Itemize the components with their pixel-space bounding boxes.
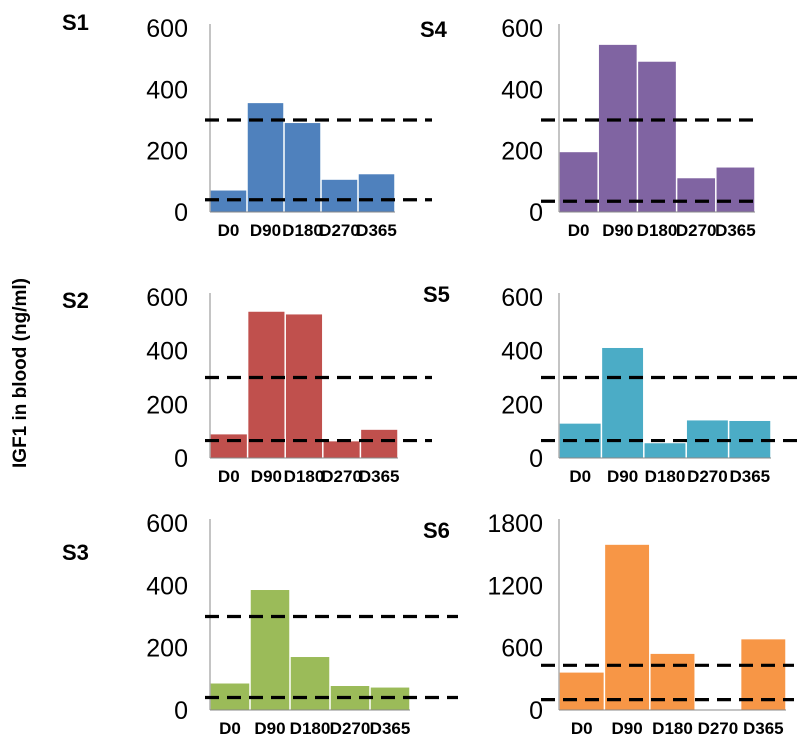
x-tick-label: D0	[218, 467, 240, 486]
x-tick-label: D180	[652, 719, 693, 738]
y-tick-label: 200	[146, 138, 188, 166]
x-tick-label: D90	[602, 221, 633, 240]
x-tick-label: D0	[569, 467, 591, 486]
bar	[598, 44, 637, 212]
y-tick-label: 600	[146, 510, 188, 538]
x-tick-label: D365	[370, 719, 411, 738]
x-tick-label: D90	[254, 719, 285, 738]
y-tick-label: 600	[146, 15, 188, 43]
x-tick-label: D0	[219, 719, 241, 738]
y-tick-label: 600	[501, 15, 543, 43]
y-tick-label: 0	[174, 199, 188, 227]
x-tick-label: D180	[645, 467, 686, 486]
y-tick-label: 600	[146, 284, 188, 312]
y-tick-label: 200	[146, 391, 188, 419]
x-tick-label: D270	[687, 467, 728, 486]
x-tick-label: D270	[319, 221, 360, 240]
y-tick-label: 0	[174, 445, 188, 473]
bar	[248, 311, 285, 458]
y-tick-label: 0	[529, 697, 543, 725]
y-tick-label: 1800	[487, 510, 543, 538]
bar	[290, 657, 330, 710]
x-tick-label: D0	[571, 719, 593, 738]
bar	[284, 123, 321, 212]
bar	[321, 179, 358, 212]
bar	[361, 429, 398, 458]
y-tick-label: 200	[146, 635, 188, 663]
panel-title: S3	[62, 540, 89, 565]
x-tick-label: D90	[607, 467, 638, 486]
x-tick-label: D270	[330, 719, 371, 738]
bar	[716, 167, 755, 212]
bar	[250, 590, 290, 710]
y-tick-label: 400	[501, 76, 543, 104]
x-tick-label: D180	[637, 221, 678, 240]
bar	[644, 443, 686, 458]
y-tick-label: 200	[501, 391, 543, 419]
y-tick-label: 0	[529, 445, 543, 473]
bar	[677, 178, 716, 212]
x-tick-label: D365	[729, 467, 770, 486]
bar	[559, 672, 604, 710]
x-tick-label: D90	[251, 467, 282, 486]
x-tick-label: D365	[359, 467, 400, 486]
bar	[605, 544, 650, 710]
panel-title: S4	[420, 17, 448, 42]
bar	[210, 434, 247, 458]
bar	[358, 174, 395, 212]
y-tick-label: 1200	[487, 572, 543, 600]
bar	[323, 441, 360, 458]
bar	[638, 61, 676, 212]
x-tick-label: D0	[568, 221, 590, 240]
y-tick-label: 200	[501, 138, 543, 166]
x-tick-label: D180	[290, 719, 331, 738]
x-tick-label: D270	[698, 719, 739, 738]
x-tick-label: D180	[282, 221, 323, 240]
x-tick-label: D270	[676, 221, 717, 240]
y-tick-label: 400	[146, 76, 188, 104]
panel-title: S2	[62, 288, 89, 313]
y-tick-label: 400	[146, 338, 188, 366]
panel-title: S1	[62, 10, 89, 35]
panel-title: S6	[423, 518, 450, 543]
panel-title: S5	[423, 282, 450, 307]
x-tick-label: D365	[743, 719, 784, 738]
x-tick-label: D365	[356, 221, 397, 240]
x-tick-label: D365	[715, 221, 756, 240]
bar	[559, 152, 598, 212]
x-tick-label: D0	[218, 221, 240, 240]
y-tick-label: 0	[529, 199, 543, 227]
x-tick-label: D270	[321, 467, 362, 486]
x-tick-label: D90	[612, 719, 643, 738]
y-tick-label: 0	[174, 697, 188, 725]
bar	[285, 314, 323, 458]
y-tick-label: 600	[501, 635, 543, 663]
x-tick-label: D90	[250, 221, 281, 240]
y-tick-label: 400	[146, 572, 188, 600]
x-tick-label: D180	[284, 467, 325, 486]
y-tick-label: 600	[501, 284, 543, 312]
bar	[650, 653, 695, 710]
y-tick-label: 400	[501, 338, 543, 366]
